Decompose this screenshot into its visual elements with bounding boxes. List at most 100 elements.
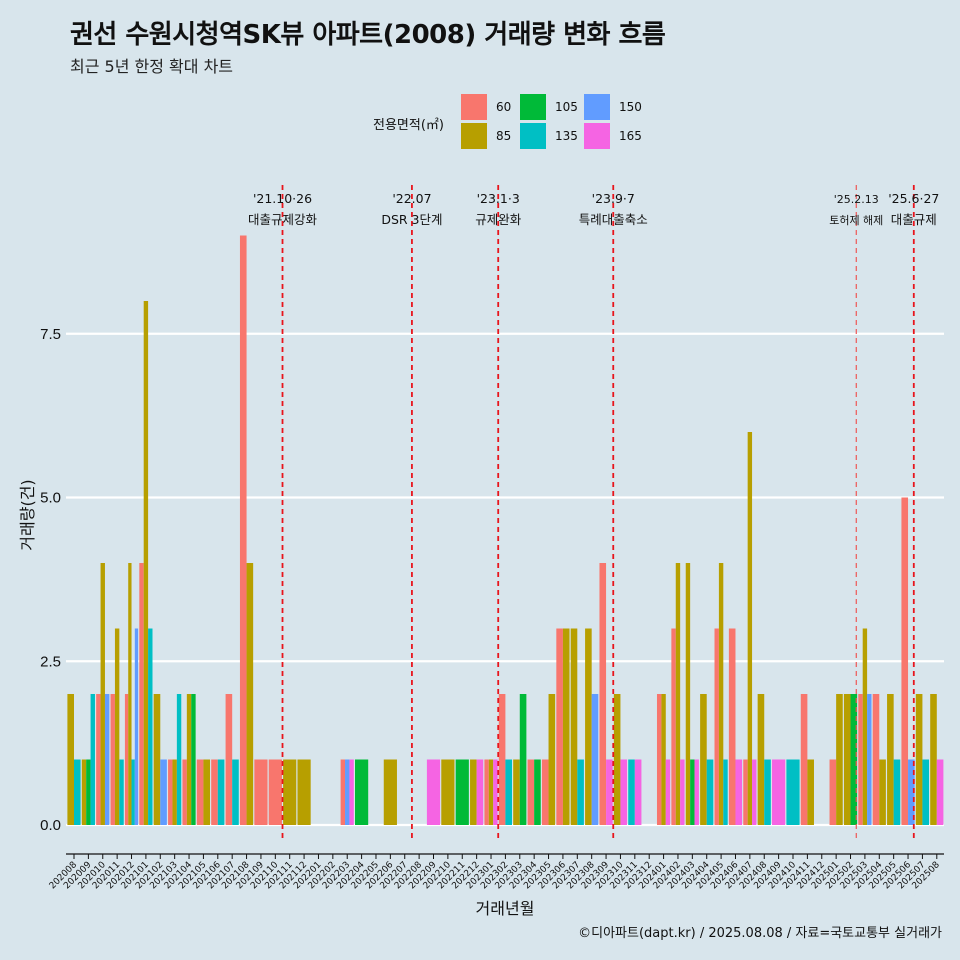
event-label: 대출규제강화 [248,212,318,227]
bar-202102-150 [160,759,167,825]
bar-202501-60 [829,759,837,825]
bar-202011-85 [114,628,120,825]
bar-202407-165 [752,759,757,825]
bar-202101-60 [139,563,144,825]
bar-202308-150 [591,694,599,825]
bar-202311-165 [634,759,642,825]
bar-202108-60 [239,235,247,825]
bar-202107-135 [232,759,239,825]
legend-swatch [584,94,610,120]
event-date: '23.1·3 [477,191,520,206]
bar-202508-85 [930,694,937,825]
bar-202009-85 [81,759,87,825]
bar-202206-85 [383,759,397,825]
bar-202203-165 [349,759,354,825]
bar-202503-60 [858,694,863,825]
bar-202301-60 [484,759,489,825]
legend-swatch [520,94,546,120]
bar-202105-85 [203,759,211,825]
bar-202009-105 [86,759,91,825]
bar-202011-60 [110,694,115,825]
legend-label: 135 [555,129,578,143]
bar-202108-85 [246,563,254,825]
event-date: '25.2.13 [834,193,879,206]
legend-item-105: 105 [520,94,578,120]
legend-label: 105 [555,100,578,114]
bar-202304-105 [534,759,541,825]
legend-item-150: 150 [584,94,642,120]
source-caption: ©디아파트(dapt.kr) / 2025.08.08 / 자료=국토교통부 실… [578,926,942,941]
bar-202010-60 [96,694,101,825]
bar-202409-165 [772,759,786,825]
bar-202203-60 [340,759,346,825]
bar-202405-60 [714,628,719,825]
bar-202503-150 [867,694,872,825]
bar-202103-135 [176,694,182,825]
bar-202411-60 [800,694,808,825]
bar-202505-135 [893,759,901,825]
bar-202501-85 [836,694,843,825]
legend-swatch [520,123,546,149]
bar-202104-85 [186,694,192,825]
bar-202310-85 [613,694,621,825]
bar-202508-165 [936,759,944,825]
bar-202012-85 [128,563,132,825]
bar-202009-135 [90,694,95,825]
bar-202110-60 [268,759,282,825]
bar-202212-165 [476,759,484,825]
bar-202411-85 [807,759,814,825]
bar-202303-105 [519,694,527,825]
bar-202105-60 [196,759,204,825]
event-label: 토허제 해제 [829,213,883,227]
bar-202204-105 [355,759,369,825]
legend-item-60: 60 [461,94,511,120]
legend-item-85: 85 [461,123,511,149]
bar-202101-85 [143,301,149,825]
bar-202302-135 [505,759,512,825]
bar-202502-105 [850,694,858,825]
bar-202403-85 [685,563,691,825]
bar-202404-85 [700,694,707,825]
event-date: '21.10·26 [253,191,312,206]
bar-202504-85 [879,759,886,825]
legend-label: 60 [496,100,512,114]
bar-202308-85 [585,628,592,825]
bar-202309-165 [606,759,613,825]
legend-label: 150 [619,100,642,114]
bar-202306-85 [562,628,570,825]
bar-202503-85 [862,628,868,825]
y-axis-title: 거래량(건) [18,479,37,550]
y-tick-label: 2.5 [40,653,61,670]
event-label: DSR 3단계 [381,212,442,227]
bar-202012-60 [124,694,129,825]
bar-202109-60 [254,759,268,825]
bar-202401-60 [656,694,662,825]
bar-202104-105 [191,694,196,825]
bar-202106-135 [217,759,225,825]
bar-202304-60 [527,759,535,825]
bar-202203-150 [345,759,350,825]
bar-202008-85 [67,694,74,825]
bar-202404-135 [706,759,714,825]
event-date: '22.07 [392,191,431,206]
legend-label: 85 [496,129,512,143]
bar-202303-85 [513,759,520,825]
event-label: 규제완화 [475,212,522,227]
event-label: 대출규제 [891,212,937,227]
y-tick-label: 7.5 [40,326,61,343]
bar-202102-85 [153,694,161,825]
event-date: '23.9·7 [592,191,635,206]
bar-202012-150 [134,628,139,825]
bar-202111-85 [283,759,297,825]
bar-202209-165 [426,759,441,825]
bar-202107-60 [225,694,233,825]
bar-202112-85 [297,759,311,825]
bar-202011-135 [119,759,124,825]
y-tick-label: 0.0 [40,817,61,834]
bar-202507-85 [915,694,923,825]
bar-202305-85 [548,694,556,825]
bar-202101-135 [148,628,153,825]
bar-202302-60 [498,694,506,825]
chart-subtitle: 최근 5년 한정 확대 차트 [70,57,234,76]
